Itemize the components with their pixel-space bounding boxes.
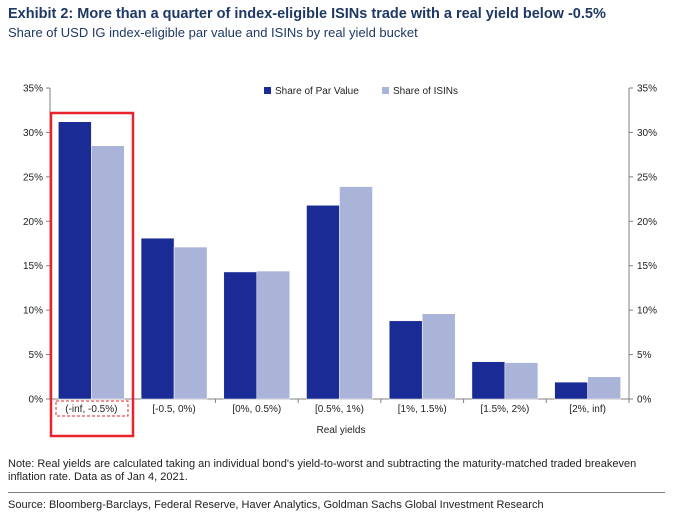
x-tick-label: [1%, 1.5%): [398, 404, 447, 415]
x-tick-label: [0%, 0.5%): [232, 404, 281, 415]
y-tick-label-left: 10%: [23, 306, 43, 317]
y-tick-label-left: 30%: [23, 128, 43, 139]
bar-isins: [91, 145, 125, 400]
chart-note: Note: Real yields are calculated taking …: [8, 458, 637, 483]
bar-chart: 0% 5% 10% 15% 20% 25% 30% 35% 0% 5% 10% 15% 20% 25% 3…: [23, 84, 657, 438]
y-tick-label-left: 20%: [23, 217, 43, 228]
y-tick-label-right: 30%: [637, 128, 657, 139]
bar-isins: [339, 186, 373, 400]
x-axis-labels: (-inf, -0.5%) [-0.5, 0%) [0%, 0.5%) [0.5%, …: [65, 399, 630, 415]
bar-par-value: [554, 381, 588, 400]
y-tick-label-right: 25%: [637, 172, 657, 183]
y-tick-label-right: 5%: [637, 350, 652, 361]
divider: [8, 492, 665, 493]
y-tick-label-left: 0%: [29, 395, 44, 406]
x-tick-label: [-0.5, 0%): [152, 404, 195, 415]
bar-isins: [173, 246, 208, 400]
x-axis-title: Real yields: [317, 425, 366, 436]
highlight-box: [49, 111, 135, 438]
legend-swatch-isins: [382, 87, 389, 94]
bar-isins: [504, 362, 539, 400]
highlight-label-box: [55, 400, 129, 417]
y-tick-label-left: 5%: [29, 350, 44, 361]
chart-source: Source: Bloomberg-Barclays, Federal Rese…: [8, 499, 544, 511]
y-tick-label-right: 35%: [637, 84, 657, 95]
bar-series: [58, 121, 621, 400]
y-tick-label-left: 15%: [23, 261, 43, 272]
legend-swatch-par-value: [264, 87, 271, 94]
bar-par-value: [388, 320, 423, 400]
right-y-axis: 0% 5% 10% 15% 20% 25% 30% 35%: [628, 84, 657, 406]
x-tick-label: (-inf, -0.5%): [65, 404, 117, 415]
chart-title: Exhibit 2: More than a quarter of index-…: [8, 6, 606, 22]
x-tick-label: [0.5%, 1%): [315, 404, 364, 415]
legend-label-par-value: Share of Par Value: [275, 86, 359, 97]
bar-par-value: [306, 205, 340, 400]
legend-label-isins: Share of ISINs: [393, 86, 458, 97]
x-tick-label: [1.5%, 2%): [480, 404, 529, 415]
bar-par-value: [223, 271, 258, 400]
y-tick-label-right: 0%: [637, 395, 652, 406]
y-tick-label-right: 10%: [637, 306, 657, 317]
x-tick-label: [2%, inf): [569, 404, 606, 415]
y-tick-label-right: 20%: [637, 217, 657, 228]
y-tick-label-left: 35%: [23, 84, 43, 95]
chart-subtitle: Share of USD IG index-eligible par value…: [8, 25, 418, 40]
y-tick-label-left: 25%: [23, 172, 43, 183]
y-tick-label-right: 15%: [637, 261, 657, 272]
bar-par-value: [58, 121, 92, 400]
bar-par-value: [140, 237, 175, 400]
bar-isins: [587, 376, 621, 400]
bar-isins: [256, 270, 291, 400]
bar-par-value: [471, 361, 506, 400]
legend: Share of Par Value Share of ISINs: [264, 86, 458, 97]
bar-isins: [421, 313, 456, 400]
